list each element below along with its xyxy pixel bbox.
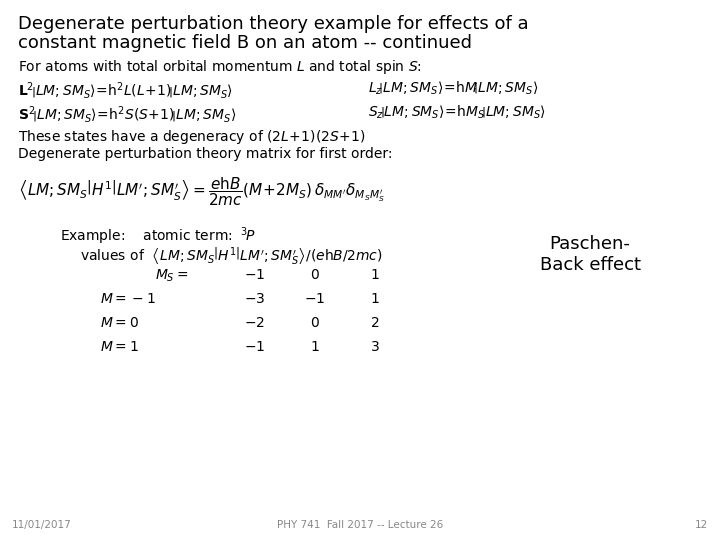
Text: $M=1$: $M=1$ xyxy=(100,340,139,354)
Text: These states have a degeneracy of $(2L\!+\!1)(2S\!+\!1)$: These states have a degeneracy of $(2L\!… xyxy=(18,128,366,146)
Text: Paschen-
Back effect: Paschen- Back effect xyxy=(539,235,641,274)
Text: Example:    atomic term:  ${}^3\!P$: Example: atomic term: ${}^3\!P$ xyxy=(60,225,256,247)
Text: $\mathbf{L}^2\!\left|LM;SM_S\right\rangle\!=\!\mathrm{h}^2L(L\!+\!1)\!\left|LM;S: $\mathbf{L}^2\!\left|LM;SM_S\right\rangl… xyxy=(18,80,233,101)
Text: $M=0$: $M=0$ xyxy=(100,316,139,330)
Text: $0$: $0$ xyxy=(310,268,320,282)
Text: $M=-1$: $M=-1$ xyxy=(100,292,156,306)
Text: $1$: $1$ xyxy=(310,340,320,354)
Text: $\mathbf{S}^2\!\left|LM;SM_S\right\rangle\!=\!\mathrm{h}^2S(S\!+\!1)\!\left|LM;S: $\mathbf{S}^2\!\left|LM;SM_S\right\rangl… xyxy=(18,104,236,125)
Text: $3$: $3$ xyxy=(370,340,380,354)
Text: Degenerate perturbation theory matrix for first order:: Degenerate perturbation theory matrix fo… xyxy=(18,147,392,161)
Text: $-1$: $-1$ xyxy=(244,340,266,354)
Text: $1$: $1$ xyxy=(370,268,380,282)
Text: 12: 12 xyxy=(695,520,708,530)
Text: $-2$: $-2$ xyxy=(245,316,266,330)
Text: constant magnetic field B on an atom -- continued: constant magnetic field B on an atom -- … xyxy=(18,34,472,52)
Text: $-1$: $-1$ xyxy=(305,292,325,306)
Text: $-1$: $-1$ xyxy=(244,268,266,282)
Text: PHY 741  Fall 2017 -- Lecture 26: PHY 741 Fall 2017 -- Lecture 26 xyxy=(277,520,443,530)
Text: $-3$: $-3$ xyxy=(244,292,266,306)
Text: For atoms with total orbital momentum $L$ and total spin $S$:: For atoms with total orbital momentum $L… xyxy=(18,58,422,76)
Text: $M_S=$: $M_S=$ xyxy=(155,268,189,285)
Text: $L_z\!\left|LM;SM_S\right\rangle\!=\!\mathrm{h}M\!\left|LM;SM_S\right\rangle$: $L_z\!\left|LM;SM_S\right\rangle\!=\!\ma… xyxy=(368,80,538,97)
Text: $\left\langle LM;SM_S\left|H^1\right|LM';SM_S'\right\rangle=\dfrac{e\mathrm{h}B}: $\left\langle LM;SM_S\left|H^1\right|LM'… xyxy=(18,175,385,208)
Text: values of  $\left\langle LM;SM_S\left|H^1\right|LM';SM_S'\right\rangle/(e\mathrm: values of $\left\langle LM;SM_S\left|H^1… xyxy=(80,246,382,268)
Text: $0$: $0$ xyxy=(310,316,320,330)
Text: $2$: $2$ xyxy=(370,316,379,330)
Text: $1$: $1$ xyxy=(370,292,380,306)
Text: Degenerate perturbation theory example for effects of a: Degenerate perturbation theory example f… xyxy=(18,15,528,33)
Text: $S_z\!\left|LM;SM_S\right\rangle\!=\!\mathrm{h}M_S\!\left|LM;SM_S\right\rangle$: $S_z\!\left|LM;SM_S\right\rangle\!=\!\ma… xyxy=(368,104,546,122)
Text: 11/01/2017: 11/01/2017 xyxy=(12,520,72,530)
